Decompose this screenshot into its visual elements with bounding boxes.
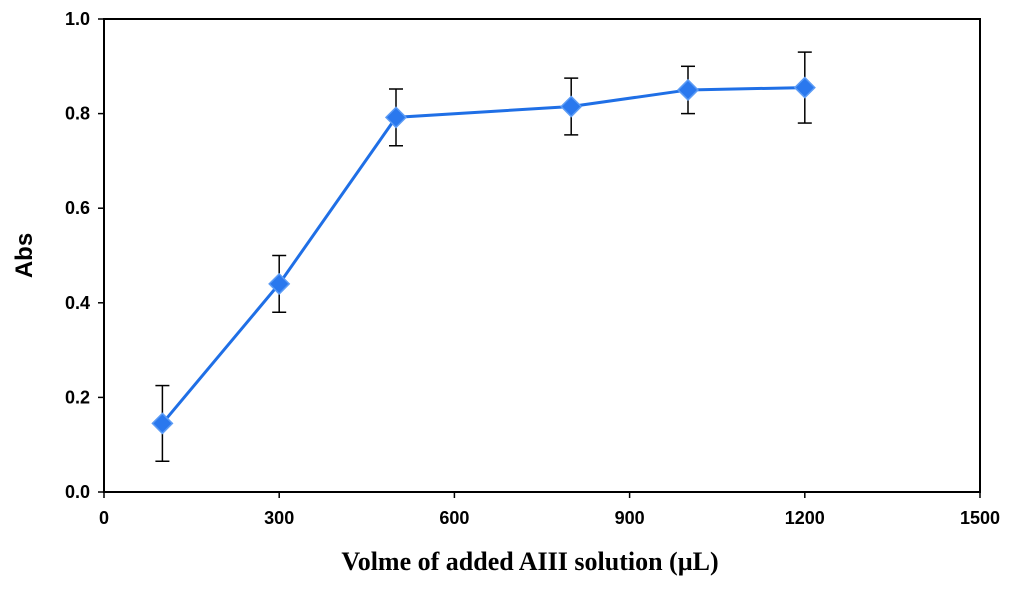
x-tick-label: 1200: [785, 508, 825, 528]
x-tick-label: 300: [264, 508, 294, 528]
x-tick-label: 0: [99, 508, 109, 528]
data-point-marker: [268, 272, 291, 295]
series-line: [161, 86, 805, 425]
y-tick-label: 1.0: [65, 9, 90, 29]
y-tick-label: 0.6: [65, 198, 90, 218]
y-axis-label: Abs: [11, 233, 38, 278]
data-point-marker: [384, 106, 408, 129]
x-tick-label: 1500: [960, 508, 1000, 528]
x-axis-ticks: 0 300 600 900 1200 1500: [99, 492, 1000, 528]
y-tick-label: 0.0: [65, 482, 90, 502]
data-point-marker: [793, 76, 816, 99]
series-layer: [151, 51, 816, 463]
data-point-marker: [151, 412, 174, 435]
y-tick-label: 0.2: [65, 387, 90, 407]
y-tick-label: 0.8: [65, 104, 90, 124]
plot-area: [103, 18, 981, 493]
data-point-marker: [676, 78, 700, 102]
data-point-marker: [560, 95, 583, 118]
plot-frame: [103, 18, 981, 493]
y-axis-ticks: 0.0 0.2 0.4 0.6 0.8 1.0: [65, 9, 104, 502]
x-axis-label: Volme of added AIII solution (µL): [341, 547, 718, 576]
x-tick-label: 600: [439, 508, 469, 528]
y-tick-label: 0.4: [65, 293, 90, 313]
x-tick-label: 900: [615, 508, 645, 528]
